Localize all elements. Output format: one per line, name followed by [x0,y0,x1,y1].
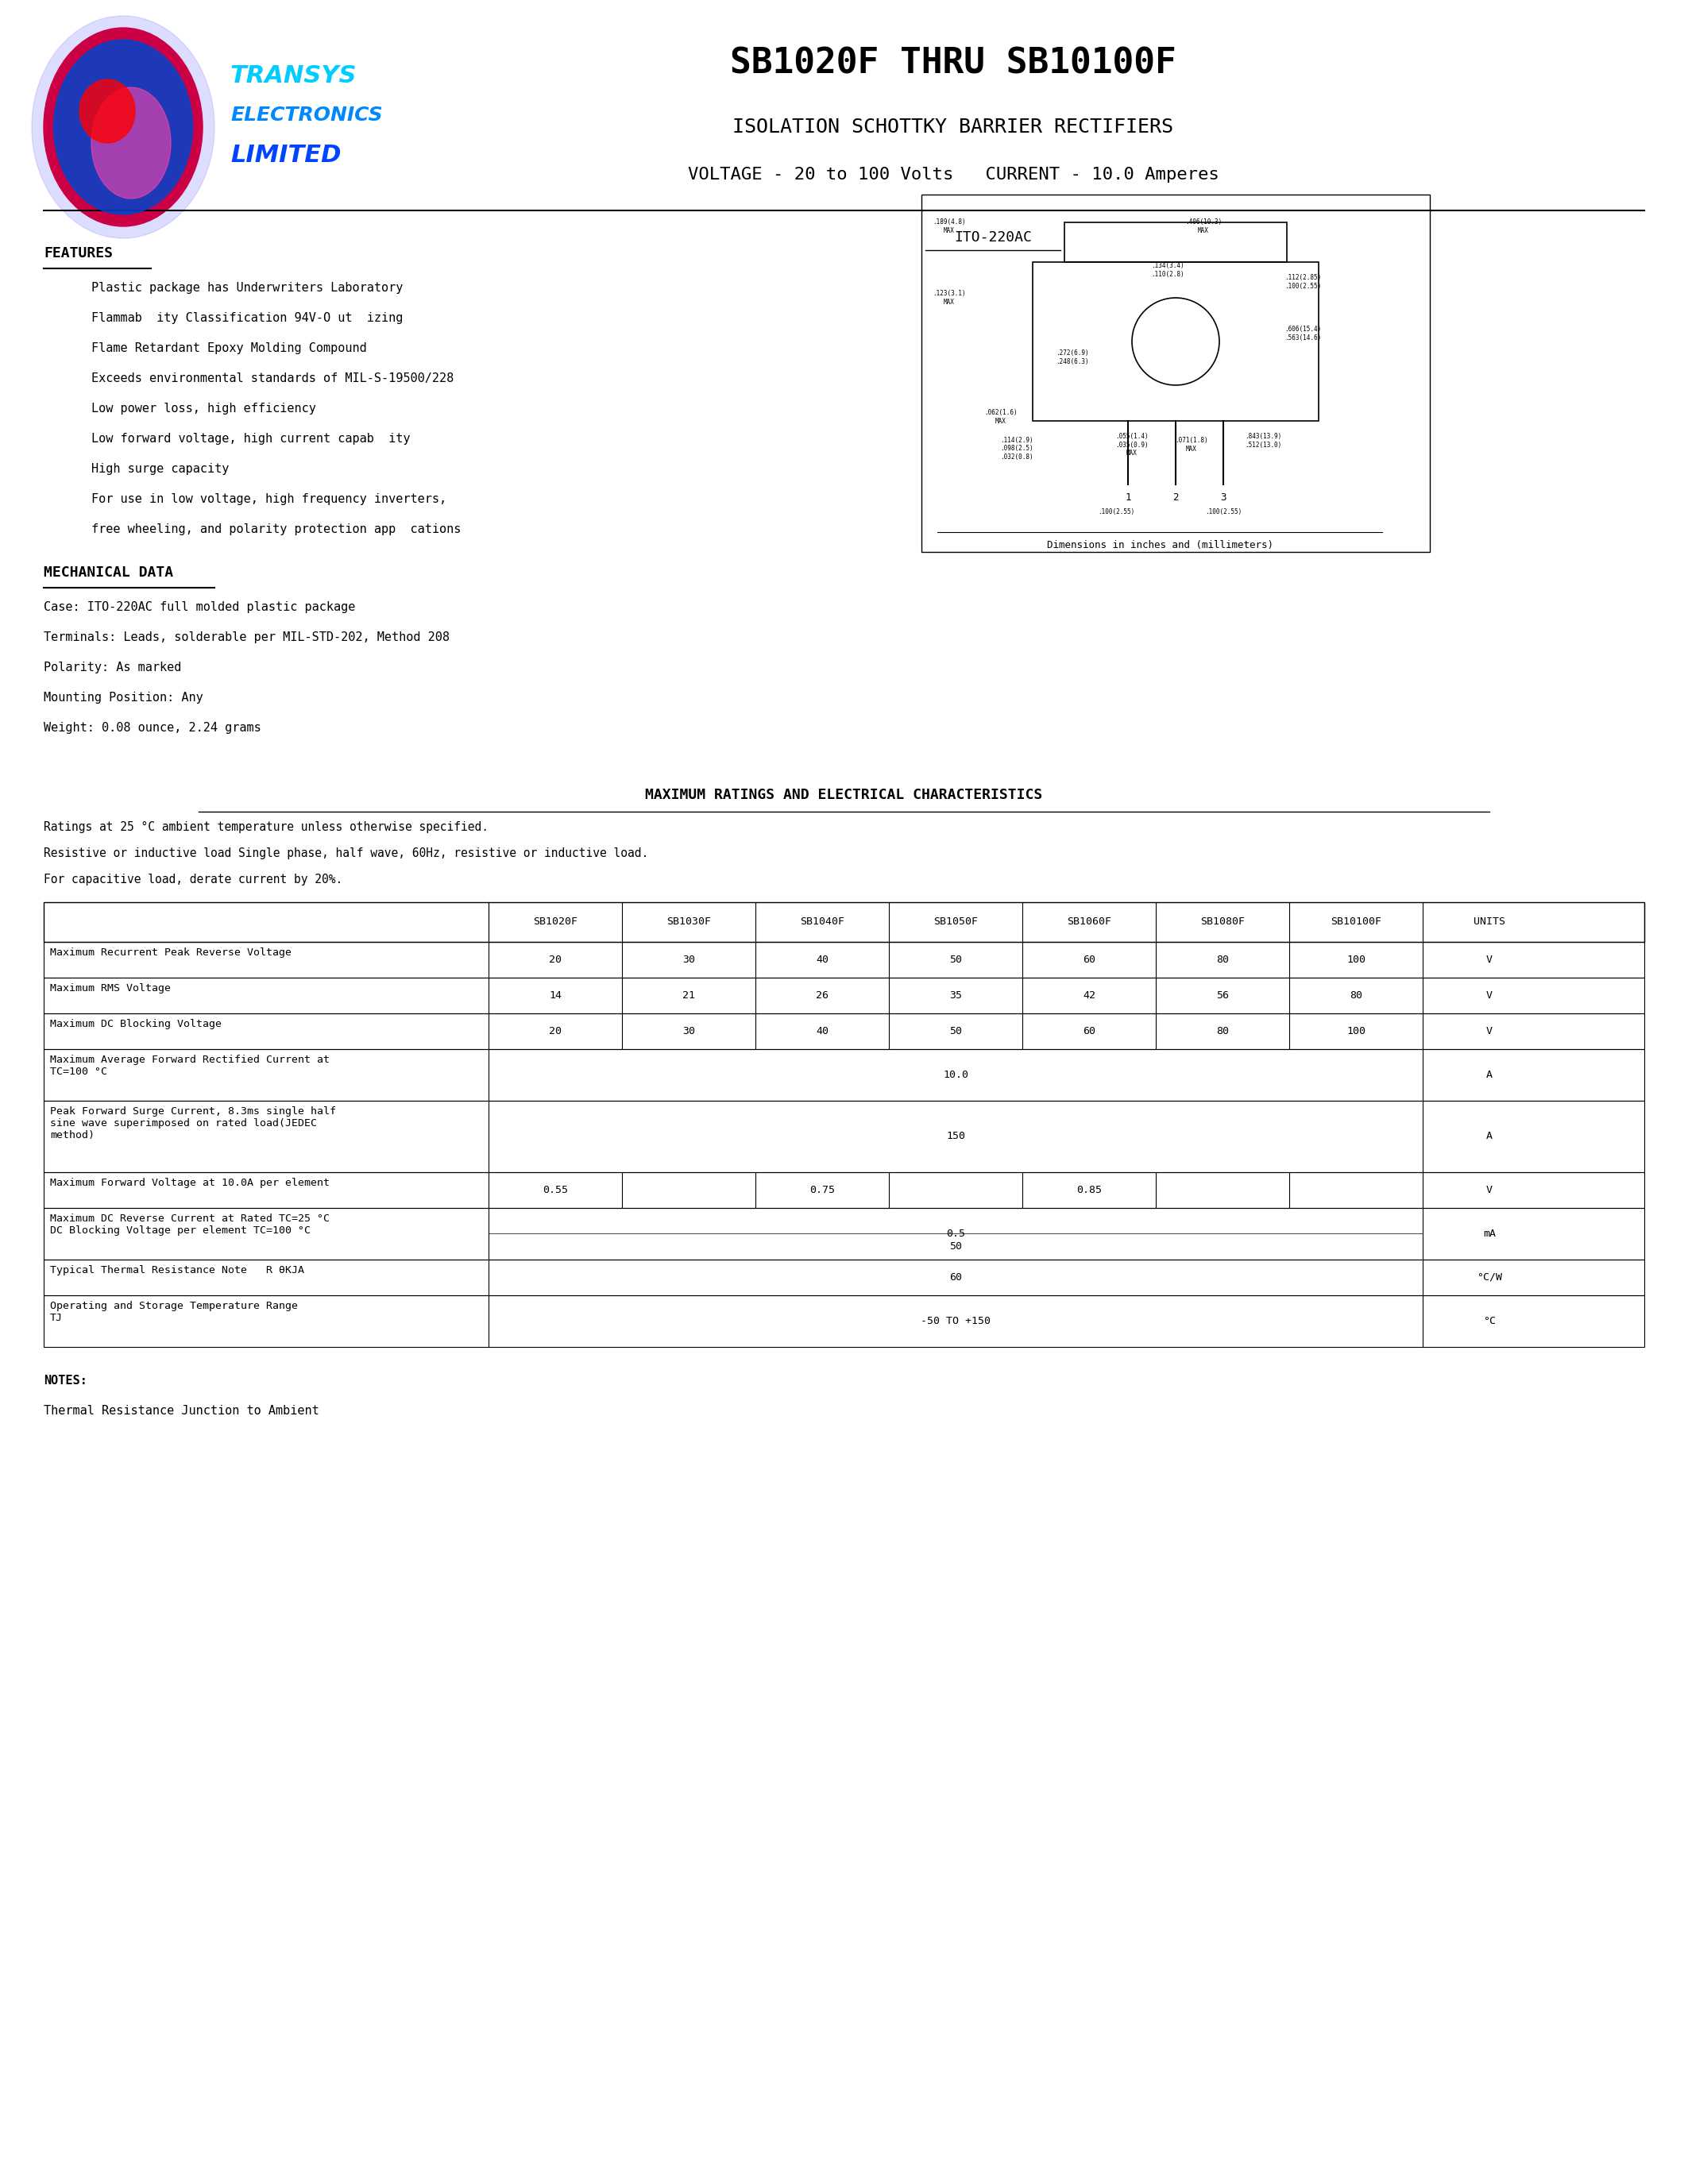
Text: 30: 30 [682,1026,695,1037]
Text: .100(2.55): .100(2.55) [1097,509,1134,515]
Text: .100(2.55): .100(2.55) [1205,509,1242,515]
Text: MAXIMUM RATINGS AND ELECTRICAL CHARACTERISTICS: MAXIMUM RATINGS AND ELECTRICAL CHARACTER… [645,788,1043,802]
Text: ELECTRONICS: ELECTRONICS [230,105,383,124]
Text: Weight: 0.08 ounce, 2.24 grams: Weight: 0.08 ounce, 2.24 grams [44,723,262,734]
Ellipse shape [32,15,214,238]
Text: 26: 26 [815,989,829,1000]
Text: Case: ITO-220AC full molded plastic package: Case: ITO-220AC full molded plastic pack… [44,601,356,614]
Text: For use in low voltage, high frequency inverters,: For use in low voltage, high frequency i… [91,494,447,505]
Text: Maximum Recurrent Peak Reverse Voltage: Maximum Recurrent Peak Reverse Voltage [51,948,292,959]
Bar [44,1048,1644,1101]
Text: Low power loss, high efficiency: Low power loss, high efficiency [91,402,316,415]
Ellipse shape [91,87,170,199]
Text: Polarity: As marked: Polarity: As marked [44,662,181,673]
Bar [44,941,1644,978]
Ellipse shape [79,79,135,142]
Text: Low forward voltage, high current capab  ity: Low forward voltage, high current capab … [91,432,410,446]
Text: 50: 50 [949,1241,962,1251]
Text: .112(2.85)
.100(2.55): .112(2.85) .100(2.55) [1285,275,1322,290]
Text: 40: 40 [815,1026,829,1037]
Text: Maximum Average Forward Rectified Current at
TC=100 °C: Maximum Average Forward Rectified Curren… [51,1055,329,1077]
Text: V: V [1485,1026,1492,1037]
Text: High surge capacity: High surge capacity [91,463,230,474]
Text: 20: 20 [549,1026,562,1037]
Text: .606(15.4)
.563(14.6): .606(15.4) .563(14.6) [1285,325,1322,341]
Text: UNITS: UNITS [1474,917,1506,928]
Text: Plastic package has Underwriters Laboratory: Plastic package has Underwriters Laborat… [91,282,403,295]
Text: 21: 21 [682,989,695,1000]
Text: 3: 3 [1220,491,1225,502]
Text: 100: 100 [1347,954,1366,965]
Bar [44,1260,1644,1295]
Bar [44,902,1644,941]
Text: Peak Forward Surge Current, 8.3ms single half
sine wave superimposed on rated lo: Peak Forward Surge Current, 8.3ms single… [51,1107,336,1140]
Text: -50 TO +150: -50 TO +150 [920,1317,991,1326]
Text: SB1060F: SB1060F [1067,917,1111,928]
Ellipse shape [54,39,192,214]
Text: NOTES:: NOTES: [44,1374,88,1387]
Text: 20: 20 [549,954,562,965]
Text: 56: 56 [1215,989,1229,1000]
Text: 50: 50 [949,954,962,965]
Text: V: V [1485,954,1492,965]
Text: 150: 150 [945,1131,966,1142]
Text: 2: 2 [1173,491,1178,502]
Text: Exceeds environmental standards of MIL-S-19500/228: Exceeds environmental standards of MIL-S… [91,373,454,384]
Text: SB1020F THRU SB10100F: SB1020F THRU SB10100F [731,46,1177,81]
Text: .055(1.4)
.035(0.9)
MAX: .055(1.4) .035(0.9) MAX [1116,432,1148,456]
Text: 1: 1 [1124,491,1131,502]
Text: °C: °C [1484,1317,1496,1326]
Text: .843(13.9)
.512(13.0): .843(13.9) .512(13.0) [1244,432,1281,448]
Text: VOLTAGE - 20 to 100 Volts   CURRENT - 10.0 Amperes: VOLTAGE - 20 to 100 Volts CURRENT - 10.0… [687,166,1219,183]
Text: Operating and Storage Temperature Range
TJ: Operating and Storage Temperature Range … [51,1302,297,1324]
Bar [44,1208,1644,1260]
Text: SB1030F: SB1030F [667,917,711,928]
Text: Thermal Resistance Junction to Ambient: Thermal Resistance Junction to Ambient [44,1404,319,1417]
Text: SB10100F: SB10100F [1330,917,1381,928]
Bar [44,978,1644,1013]
Bar [1065,223,1286,262]
Text: 50: 50 [949,1026,962,1037]
Text: Typical Thermal Resistance Note   R θKJA: Typical Thermal Resistance Note R θKJA [51,1265,304,1275]
Text: .272(6.9)
.248(6.3): .272(6.9) .248(6.3) [1057,349,1089,365]
Text: V: V [1485,989,1492,1000]
Text: SB1080F: SB1080F [1200,917,1244,928]
Text: TRANSYS: TRANSYS [230,63,358,87]
Text: ISOLATION SCHOTTKY BARRIER RECTIFIERS: ISOLATION SCHOTTKY BARRIER RECTIFIERS [733,118,1173,138]
Text: 60: 60 [1082,954,1096,965]
Bar [1033,262,1318,422]
Text: 60: 60 [1082,1026,1096,1037]
Text: .134(3.4)
.110(2.8): .134(3.4) .110(2.8) [1151,262,1185,277]
Text: Flame Retardant Epoxy Molding Compound: Flame Retardant Epoxy Molding Compound [91,343,366,354]
Text: Maximum DC Blocking Voltage: Maximum DC Blocking Voltage [51,1020,221,1029]
Ellipse shape [44,28,203,227]
Text: Ratings at 25 °C ambient temperature unless otherwise specified.: Ratings at 25 °C ambient temperature unl… [44,821,488,832]
Bar [44,1013,1644,1048]
Text: Resistive or inductive load Single phase, half wave, 60Hz, resistive or inductiv: Resistive or inductive load Single phase… [44,847,648,858]
Text: 60: 60 [949,1273,962,1282]
Text: 80: 80 [1215,954,1229,965]
Text: SB1020F: SB1020F [533,917,577,928]
Text: Terminals: Leads, solderable per MIL-STD-202, Method 208: Terminals: Leads, solderable per MIL-STD… [44,631,449,644]
Text: 80: 80 [1215,1026,1229,1037]
Bar [44,1101,1644,1173]
Text: 42: 42 [1082,989,1096,1000]
Text: free wheeling, and polarity protection app  cations: free wheeling, and polarity protection a… [91,524,461,535]
Bar [44,1173,1644,1208]
Text: MECHANICAL DATA: MECHANICAL DATA [44,566,174,579]
Text: 80: 80 [1350,989,1362,1000]
Text: Flammab  ity Classification 94V-O ut  izing: Flammab ity Classification 94V-O ut izin… [91,312,403,323]
Text: SB1050F: SB1050F [933,917,977,928]
Text: A: A [1485,1131,1492,1142]
Text: SB1040F: SB1040F [800,917,844,928]
Text: 14: 14 [549,989,562,1000]
Text: .123(3.1)
MAX: .123(3.1) MAX [933,290,966,306]
Text: 30: 30 [682,954,695,965]
Text: Maximum DC Reverse Current at Rated TC=25 °C
DC Blocking Voltage per element TC=: Maximum DC Reverse Current at Rated TC=2… [51,1214,329,1236]
Text: mA: mA [1484,1230,1496,1238]
Text: V: V [1485,1186,1492,1195]
Text: .114(2.9)
.098(2.5)
.032(0.8): .114(2.9) .098(2.5) .032(0.8) [1001,437,1033,461]
Text: 0.5: 0.5 [945,1230,966,1238]
Text: For capacitive load, derate current by 20%.: For capacitive load, derate current by 2… [44,874,343,885]
Text: 100: 100 [1347,1026,1366,1037]
